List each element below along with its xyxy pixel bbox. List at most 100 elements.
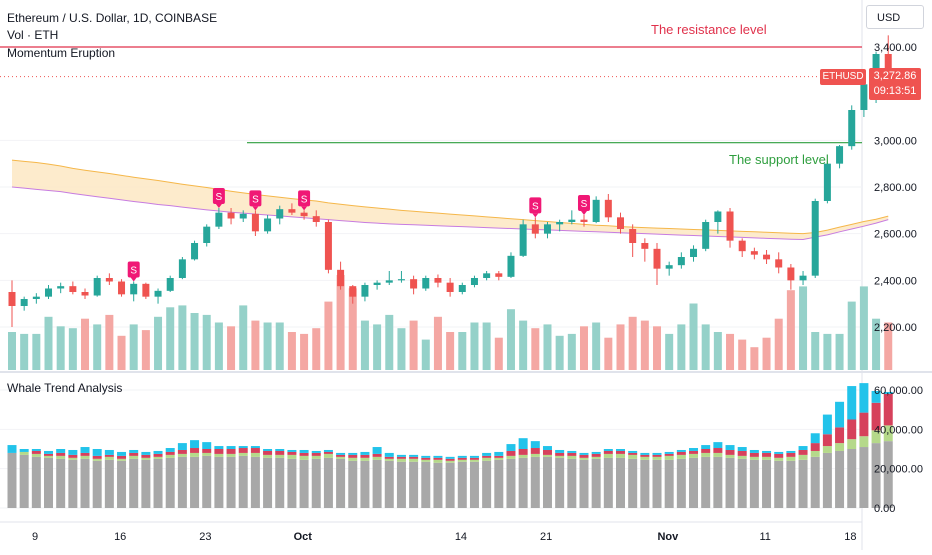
candle-body <box>142 283 150 297</box>
bar-countdown: 09:13:51 <box>873 85 917 97</box>
volume-bar <box>653 326 662 370</box>
whale-bar-gray <box>640 459 650 508</box>
whale-bar-cyan <box>469 455 479 458</box>
volume-bar <box>713 332 722 370</box>
whale-bar-gray <box>250 456 260 508</box>
candle-body <box>483 273 491 278</box>
whale-bar-red <box>530 448 540 454</box>
whale-bar-cyan <box>19 449 29 452</box>
whale-bar-red <box>822 434 832 447</box>
whale-bar-gray <box>591 458 601 508</box>
whale-bar-gray <box>44 457 54 508</box>
whale-bar-gray <box>433 462 443 508</box>
whale-bar-gray <box>555 457 565 508</box>
whale-bar-green <box>798 454 808 460</box>
volume-bar <box>689 303 698 370</box>
whale-bar-cyan <box>640 452 650 455</box>
whale-bar-cyan <box>129 449 139 453</box>
whale-bar-green <box>287 454 297 459</box>
last-price-tag: 3,272.86 09:13:51 <box>869 68 921 100</box>
volume-bar <box>458 332 467 370</box>
whale-bar-red <box>396 456 406 459</box>
candle-body <box>276 209 284 219</box>
whale-bar-green <box>263 454 273 458</box>
volume-bar <box>336 275 345 370</box>
volume-bar <box>774 318 783 370</box>
whale-bar-gray <box>238 455 248 508</box>
candle-body <box>57 286 65 289</box>
whale-bar-green <box>226 453 236 457</box>
whale-bar-gray <box>628 458 638 508</box>
whale-bar-cyan <box>117 451 127 456</box>
whale-bar-gray <box>287 458 297 508</box>
whale-bar-red <box>214 449 224 454</box>
whale-bar-cyan <box>311 450 321 453</box>
candle-body <box>458 285 466 292</box>
whale-bar-red <box>177 449 187 454</box>
volume-bar <box>300 333 309 370</box>
time-axis-label: 11 <box>759 531 770 543</box>
currency-button[interactable]: USD <box>866 5 924 29</box>
whale-bar-green <box>238 452 248 456</box>
candle-body <box>385 280 393 283</box>
candle-body <box>69 286 77 292</box>
candle-body <box>446 282 454 292</box>
sell-signal-text: S <box>216 192 223 203</box>
whale-bar-green <box>652 456 662 460</box>
whale-bar-gray <box>749 459 759 508</box>
whale-bar-gray <box>421 461 431 508</box>
sell-signal-marker <box>577 195 590 211</box>
whale-bar-cyan <box>530 441 540 449</box>
whale-bar-green <box>786 456 796 461</box>
sell-signal-text: S <box>532 201 539 212</box>
candle-body <box>20 299 28 306</box>
candle-body <box>519 224 527 256</box>
whale-bar-red <box>44 453 54 456</box>
whale-bar-gray <box>701 456 711 508</box>
whale-bar-red <box>457 457 467 460</box>
whale-bar-red <box>92 455 102 459</box>
volume-bar <box>470 322 479 370</box>
whale-bar-green <box>542 454 552 457</box>
volume-bar <box>640 320 649 370</box>
whale-bar-cyan <box>482 452 492 456</box>
whale-bar-gray <box>117 460 127 508</box>
whale-bar-gray <box>396 461 406 508</box>
whale-bar-cyan <box>104 449 114 455</box>
whale-bar-green <box>396 458 406 462</box>
price-axis-label: 2,800.00 <box>874 182 917 194</box>
sell-signal-marker <box>249 190 262 207</box>
price-axis-label: 3,000.00 <box>874 135 917 147</box>
whale-bar-red <box>883 393 893 426</box>
whale-bar-cyan <box>871 390 881 403</box>
whale-bar-green <box>847 439 857 449</box>
whale-bar-gray <box>616 457 625 508</box>
whale-bar-green <box>44 455 54 458</box>
whale-bar-red <box>542 449 552 455</box>
whale-bar-gray <box>859 447 869 508</box>
whale-bar-green <box>628 454 638 459</box>
whale-bar-red <box>409 456 419 459</box>
whale-bar-green <box>859 436 869 448</box>
whale-bar-red <box>518 449 528 455</box>
volume-bar <box>227 326 236 370</box>
whale-bar-cyan <box>165 448 175 452</box>
candle-body <box>580 219 588 222</box>
whale-bar-cyan <box>762 450 772 453</box>
whale-bar-cyan <box>80 447 90 453</box>
whale-bar-cyan <box>323 449 333 452</box>
time-axis-label: 18 <box>844 531 856 543</box>
whale-bar-cyan <box>31 449 41 451</box>
whale-bar-gray <box>713 456 723 508</box>
candle-body <box>239 213 247 219</box>
volume-bar <box>701 324 710 370</box>
whale-bar-green <box>445 460 455 463</box>
price-axis-label: 2,400.00 <box>874 275 917 287</box>
candle-body <box>823 163 831 201</box>
candle-body <box>166 278 174 291</box>
candle-body <box>568 219 576 222</box>
whale-bar-gray <box>603 457 613 508</box>
volume-bar <box>592 322 601 370</box>
whale-bar-cyan <box>494 451 504 456</box>
